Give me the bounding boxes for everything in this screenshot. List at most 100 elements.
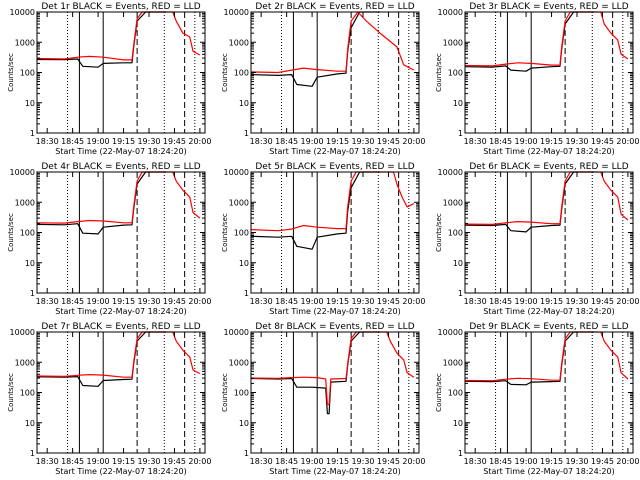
axes-frame bbox=[36, 171, 206, 294]
events-series-line bbox=[464, 11, 594, 72]
x-tick-label: 19:00 bbox=[301, 137, 324, 146]
x-tick-label: 18:30 bbox=[250, 457, 273, 466]
x-tick-label: 19:15 bbox=[540, 297, 563, 306]
events-series-line bbox=[250, 331, 380, 415]
x-tick-label: 20:00 bbox=[616, 297, 639, 306]
y-axis-label: Counts/sec bbox=[7, 53, 15, 92]
x-axis-label: Start Time (22-May-07 18:24:20) bbox=[269, 467, 400, 476]
y-tick-label: 1 bbox=[458, 129, 463, 138]
x-axis-label: Start Time (22-May-07 18:24:20) bbox=[55, 147, 186, 156]
x-axis-label: Start Time (22-May-07 18:24:20) bbox=[483, 147, 614, 156]
y-tick-label: 1000 bbox=[15, 38, 35, 47]
panel-title: Det 1r BLACK = Events, RED = LLD bbox=[41, 2, 200, 12]
x-tick-label: 19:45 bbox=[377, 457, 400, 466]
x-tick-label: 19:15 bbox=[112, 457, 135, 466]
x-tick-label: 19:00 bbox=[515, 457, 538, 466]
y-axis-label: Counts/sec bbox=[7, 373, 15, 412]
panel-det-5r: Det 5r BLACK = Events, RED = LLD 1 10 100 10… bbox=[221, 162, 425, 316]
x-tick-label: 20:00 bbox=[188, 137, 211, 146]
y-tick-label: 1 bbox=[244, 289, 249, 298]
lld-series-line bbox=[250, 11, 415, 74]
x-tick-label: 19:30 bbox=[565, 297, 588, 306]
x-tick-label: 19:45 bbox=[377, 297, 400, 306]
panel-title: Det 7r BLACK = Events, RED = LLD bbox=[41, 322, 200, 332]
y-tick-label: 10000 bbox=[438, 168, 463, 177]
x-axis-label: Start Time (22-May-07 18:24:20) bbox=[269, 307, 400, 316]
x-tick-label: 18:45 bbox=[275, 457, 298, 466]
events-series-line bbox=[250, 171, 380, 250]
x-tick-label: 18:30 bbox=[36, 297, 59, 306]
x-tick-label: 18:30 bbox=[36, 137, 59, 146]
x-tick-label: 20:00 bbox=[402, 137, 425, 146]
x-tick-label: 20:00 bbox=[402, 297, 425, 306]
x-tick-label: 19:45 bbox=[163, 457, 186, 466]
y-tick-label: 10000 bbox=[10, 328, 35, 337]
x-tick-label: 19:15 bbox=[112, 297, 135, 306]
y-tick-label: 1 bbox=[30, 449, 35, 458]
x-tick-label: 19:30 bbox=[137, 457, 160, 466]
panel-title: Det 6r BLACK = Events, RED = LLD bbox=[469, 162, 628, 172]
x-tick-label: 19:00 bbox=[87, 457, 110, 466]
y-axis-label: Counts/sec bbox=[7, 213, 15, 252]
y-tick-label: 10 bbox=[239, 419, 249, 428]
y-tick-label: 10 bbox=[239, 99, 249, 108]
x-tick-label: 20:00 bbox=[188, 297, 211, 306]
x-tick-label: 18:30 bbox=[36, 457, 59, 466]
y-tick-label: 10000 bbox=[10, 8, 35, 17]
y-tick-label: 10000 bbox=[438, 8, 463, 17]
y-tick-label: 10000 bbox=[224, 8, 249, 17]
x-tick-label: 18:45 bbox=[489, 137, 512, 146]
y-tick-label: 10 bbox=[453, 259, 463, 268]
x-tick-label: 18:45 bbox=[489, 457, 512, 466]
panel-title: Det 2r BLACK = Events, RED = LLD bbox=[255, 2, 414, 12]
x-tick-label: 20:00 bbox=[188, 457, 211, 466]
y-axis-label: Counts/sec bbox=[435, 53, 443, 92]
y-tick-label: 10 bbox=[453, 419, 463, 428]
y-tick-label: 1000 bbox=[443, 198, 463, 207]
panel-det-9r: Det 9r BLACK = Events, RED = LLD 1 10 100 10… bbox=[435, 322, 639, 476]
x-tick-label: 18:30 bbox=[250, 297, 273, 306]
x-tick-label: 19:15 bbox=[540, 457, 563, 466]
axes-frame bbox=[464, 11, 634, 134]
y-axis-label: Counts/sec bbox=[221, 213, 229, 252]
y-tick-label: 10 bbox=[239, 259, 249, 268]
y-tick-label: 1 bbox=[30, 129, 35, 138]
x-tick-label: 19:45 bbox=[591, 457, 614, 466]
x-tick-label: 20:00 bbox=[616, 137, 639, 146]
y-tick-label: 100 bbox=[448, 69, 463, 78]
lld-series-line bbox=[36, 171, 201, 224]
panel-det-2r: Det 2r BLACK = Events, RED = LLD 1 10 100 10… bbox=[221, 2, 425, 156]
panel-title: Det 8r BLACK = Events, RED = LLD bbox=[255, 322, 414, 332]
y-tick-label: 100 bbox=[448, 389, 463, 398]
x-tick-label: 19:00 bbox=[301, 297, 324, 306]
panel-det-7r: Det 7r BLACK = Events, RED = LLD 1 10 100 10… bbox=[7, 322, 211, 476]
y-tick-label: 1000 bbox=[229, 198, 249, 207]
y-axis-label: Counts/sec bbox=[435, 373, 443, 412]
x-tick-label: 19:30 bbox=[565, 137, 588, 146]
y-tick-label: 1 bbox=[244, 129, 249, 138]
y-tick-label: 10000 bbox=[438, 328, 463, 337]
x-tick-label: 18:45 bbox=[275, 137, 298, 146]
y-tick-label: 1000 bbox=[443, 38, 463, 47]
x-tick-label: 18:45 bbox=[275, 297, 298, 306]
axes-frame bbox=[464, 331, 634, 454]
x-axis-label: Start Time (22-May-07 18:24:20) bbox=[483, 307, 614, 316]
y-tick-label: 10 bbox=[453, 99, 463, 108]
y-tick-label: 1000 bbox=[15, 198, 35, 207]
x-tick-label: 18:45 bbox=[61, 457, 84, 466]
axes-frame bbox=[36, 331, 206, 454]
y-tick-label: 10000 bbox=[224, 328, 249, 337]
x-tick-label: 20:00 bbox=[616, 457, 639, 466]
x-tick-label: 19:00 bbox=[87, 297, 110, 306]
y-tick-label: 10000 bbox=[10, 168, 35, 177]
x-tick-label: 18:45 bbox=[489, 297, 512, 306]
x-tick-label: 19:00 bbox=[515, 137, 538, 146]
y-tick-label: 10 bbox=[25, 259, 35, 268]
lld-series-line bbox=[36, 11, 201, 61]
lld-series-line bbox=[464, 331, 629, 382]
x-tick-label: 19:45 bbox=[163, 297, 186, 306]
y-tick-label: 10000 bbox=[224, 168, 249, 177]
y-tick-label: 100 bbox=[20, 69, 35, 78]
x-tick-label: 18:30 bbox=[464, 457, 487, 466]
